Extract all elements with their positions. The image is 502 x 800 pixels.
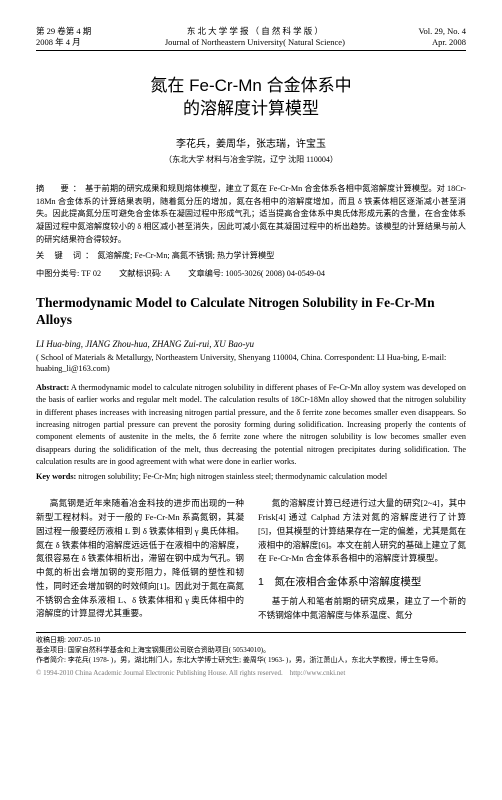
affiliation-en: ( School of Materials & Metallurgy, Nort…	[36, 352, 466, 374]
abstract-en: Abstract: A thermodynamic model to calcu…	[36, 382, 466, 468]
vol-issue-en: Vol. 29, No. 4	[418, 26, 466, 37]
right-column: 氮的溶解度计算已经进行过大量的研究[2~4]，其中 Frisk[4] 通过 Ca…	[258, 497, 466, 622]
page: 第 29 卷第 4 期 2008 年 4 月 东 北 大 学 学 报 （ 自 然…	[0, 0, 502, 698]
doc-code: 文献标识码: A	[119, 267, 170, 279]
affiliation-cn: （东北大学 材料与冶金学院，辽宁 沈阳 110004）	[36, 154, 466, 165]
section-heading: 1 氮在液相合金体系中溶解度模型	[258, 574, 466, 591]
authors-en: LI Hua-bing, JIANG Zhou-hua, ZHANG Zui-r…	[36, 339, 466, 349]
body-paragraph: 基于前人和笔者前期的研究成果，建立了一个新的不锈钢熔体中氮溶解度与体系温度、氮分	[258, 595, 466, 623]
header-center: 东 北 大 学 学 报 （ 自 然 科 学 版 ） Journal of Nor…	[91, 26, 418, 48]
authors-cn: 李花兵，姜周华，张志瑞，许宝玉	[36, 135, 466, 150]
date-cn: 2008 年 4 月	[36, 37, 91, 48]
author-bio: 作者简介: 李花兵( 1978- )，男，湖北荆门人，东北大学博士研究生; 姜周…	[36, 656, 466, 666]
section-title: 氮在液相合金体系中溶解度模型	[274, 576, 421, 588]
abstract-cn: 摘 要：基于前期的研究成果和规则熔体模型，建立了氮在 Fe-Cr-Mn 合金体系…	[36, 183, 466, 247]
article-id: 文章编号: 1005-3026( 2008) 04-0549-04	[188, 267, 325, 279]
body-paragraph: 高氮钢是近年来随着冶金科技的进步而出现的一种新型工程材料。对于一般的 Fe-Cr…	[36, 497, 244, 621]
title-cn-line1: 氮在 Fe-Cr-Mn 合金体系中	[36, 75, 466, 98]
keywords-en-label: Key words:	[36, 472, 76, 481]
keywords-en: Key words: nitrogen solubility; Fe-Cr-Mn…	[36, 471, 466, 483]
running-header: 第 29 卷第 4 期 2008 年 4 月 东 北 大 学 学 报 （ 自 然…	[36, 26, 466, 51]
body-columns: 高氮钢是近年来随着冶金科技的进步而出现的一种新型工程材料。对于一般的 Fe-Cr…	[36, 497, 466, 622]
classification-line: 中图分类号: TF 02 文献标识码: A 文章编号: 1005-3026( 2…	[36, 267, 466, 279]
keywords-cn-label: 关 键 词：	[36, 251, 97, 260]
funding: 基金项目: 国家自然科学基金和上海宝钢集团公司联合资助项目( 50534010)…	[36, 646, 466, 656]
watermark: © 1994-2010 China Academic Journal Elect…	[36, 668, 466, 678]
keywords-cn-text: 氮溶解度; Fe-Cr-Mn; 高氮不锈钢; 热力学计算模型	[97, 251, 274, 260]
section-number: 1	[258, 576, 264, 588]
keywords-en-text: nitrogen solubility; Fe-Cr-Mn; high nitr…	[76, 472, 387, 481]
title-cn-line2: 的溶解度计算模型	[36, 98, 466, 121]
header-right: Vol. 29, No. 4 Apr. 2008	[418, 26, 466, 48]
abstract-cn-label: 摘 要：	[36, 184, 85, 193]
abstract-en-label: Abstract:	[36, 383, 69, 392]
received-date: 收稿日期: 2007-05-10	[36, 636, 466, 646]
keywords-cn: 关 键 词：氮溶解度; Fe-Cr-Mn; 高氮不锈钢; 热力学计算模型	[36, 250, 466, 263]
footer: 收稿日期: 2007-05-10 基金项目: 国家自然科学基金和上海宝钢集团公司…	[36, 632, 466, 665]
vol-issue-cn: 第 29 卷第 4 期	[36, 26, 91, 37]
header-left: 第 29 卷第 4 期 2008 年 4 月	[36, 26, 91, 48]
abstract-cn-text: 基于前期的研究成果和规则熔体模型，建立了氮在 Fe-Cr-Mn 合金体系各相中氮…	[36, 184, 466, 244]
date-en: Apr. 2008	[418, 37, 466, 48]
title-en: Thermodynamic Model to Calculate Nitroge…	[36, 295, 466, 329]
clc-number: 中图分类号: TF 02	[36, 267, 101, 279]
abstract-en-text: A thermodynamic model to calculate nitro…	[36, 383, 466, 466]
journal-title-en: Journal of Northeastern University( Natu…	[91, 37, 418, 48]
left-column: 高氮钢是近年来随着冶金科技的进步而出现的一种新型工程材料。对于一般的 Fe-Cr…	[36, 497, 244, 622]
title-cn: 氮在 Fe-Cr-Mn 合金体系中 的溶解度计算模型	[36, 75, 466, 121]
journal-title-cn: 东 北 大 学 学 报 （ 自 然 科 学 版 ）	[91, 26, 418, 37]
body-paragraph: 氮的溶解度计算已经进行过大量的研究[2~4]，其中 Frisk[4] 通过 Ca…	[258, 497, 466, 566]
